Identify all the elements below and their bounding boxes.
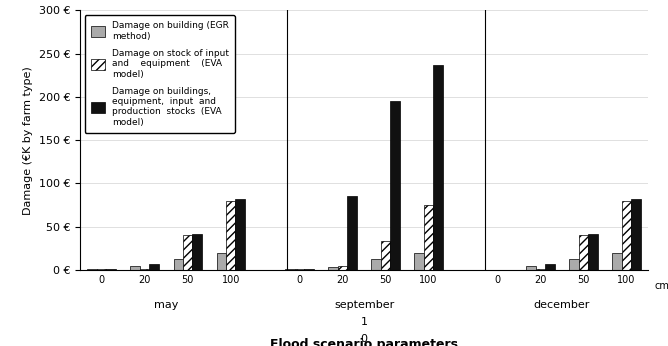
Bar [183,235,192,270]
Bar [226,201,235,270]
Y-axis label: Damage (€K by farm type): Damage (€K by farm type) [23,66,33,215]
Bar [536,269,545,270]
Bar [140,269,150,270]
Bar [390,101,399,270]
Bar [414,253,424,270]
Bar [569,259,578,270]
Bar [526,266,536,270]
Text: may: may [154,300,178,310]
Bar [130,266,140,270]
Bar [235,199,245,270]
Bar [631,199,641,270]
Bar [381,242,390,270]
Bar [329,267,338,270]
Bar [613,253,622,270]
Bar [588,234,598,270]
Bar [338,266,347,270]
Bar [192,234,202,270]
Legend: Damage on building (EGR
method), Damage on stock of input
and    equipment    (E: Damage on building (EGR method), Damage … [85,15,235,133]
Bar [347,197,357,270]
Bar [174,259,183,270]
Text: december: december [534,300,590,310]
Text: september: september [334,300,394,310]
Bar [622,201,631,270]
Bar [371,259,381,270]
X-axis label: Flood scenario parameters: Flood scenario parameters [270,337,458,346]
Bar [545,264,554,270]
Bar [578,235,588,270]
Text: 0: 0 [361,334,367,344]
Bar [304,269,314,270]
Bar [424,205,434,270]
Bar [150,264,159,270]
Text: cm: cm [655,281,668,291]
Bar [216,253,226,270]
Text: 1: 1 [361,317,367,327]
Bar [434,65,443,270]
